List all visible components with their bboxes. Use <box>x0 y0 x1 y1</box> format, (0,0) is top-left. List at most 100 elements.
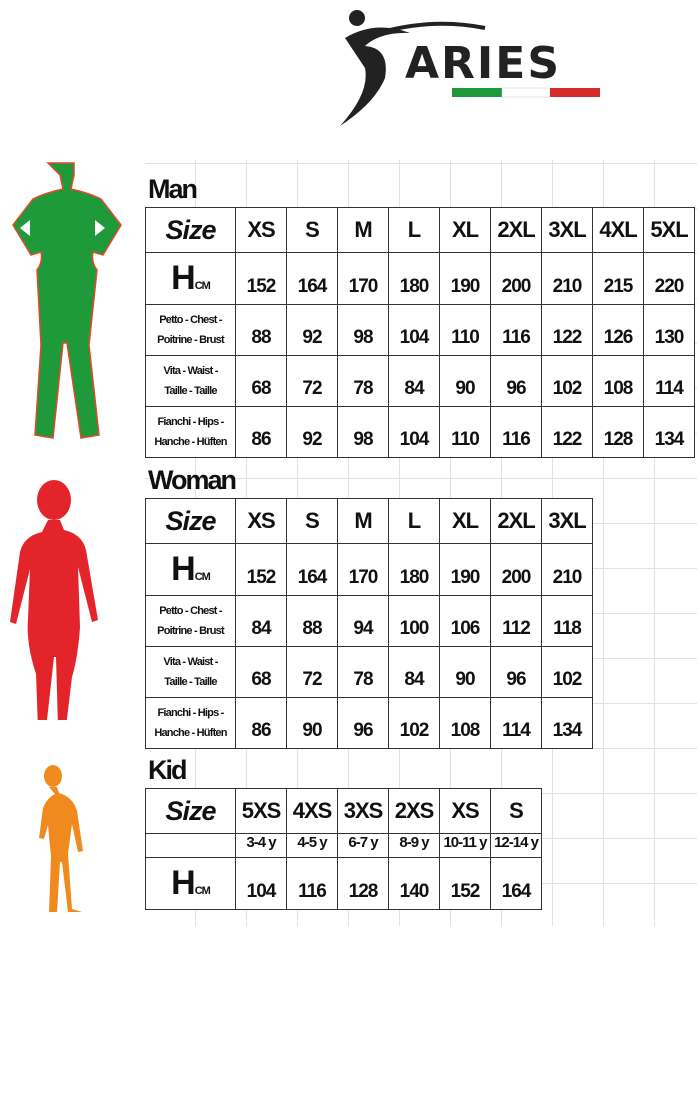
value-cell: 104 <box>235 857 287 910</box>
value-cell: 68 <box>235 646 287 698</box>
value-cell: 128 <box>337 857 389 910</box>
value-cell: 126 <box>592 304 644 356</box>
row-label-line2: Poitrine - Brust <box>157 334 224 346</box>
value-cell: 72 <box>286 646 338 698</box>
row-label: Petto - Chest - Poitrine - Brust <box>145 595 236 647</box>
age-row: 3-4 y 4-5 y 6-7 y 8-9 y 10-11 y 12-14 y <box>145 833 542 858</box>
value-cell: 190 <box>439 543 491 596</box>
size-cell: 2XL <box>490 207 542 253</box>
value-cell: 114 <box>490 697 542 749</box>
value-cell: 180 <box>388 252 440 305</box>
value-cell: 164 <box>490 857 542 910</box>
size-cell: XS <box>439 788 491 834</box>
measure-row: Fianchi - Hips - Hanche - Hüften 86 92 98 104… <box>145 406 695 458</box>
value-cell: 100 <box>388 595 440 647</box>
row-label: HCM <box>145 543 236 596</box>
value-cell: 96 <box>337 697 389 749</box>
size-header-row: Size 5XS 4XS 3XS 2XS XS S <box>145 788 542 834</box>
size-cell: L <box>388 207 440 253</box>
size-cell: 3XL <box>541 498 593 544</box>
woman-figure-icon <box>10 480 98 720</box>
value-cell: 8-9 y <box>388 833 440 858</box>
section-title: Woman <box>148 465 237 495</box>
height-row: HCM 152 164 170 180 190 200 210 215 220 <box>145 252 695 305</box>
row-label: Vita - Waist - Taille - Taille <box>145 646 236 698</box>
value-cell: 134 <box>541 697 593 749</box>
value-cell: 152 <box>439 857 491 910</box>
row-label-line1: Vita - Waist - <box>163 365 218 377</box>
value-cell: 96 <box>490 355 542 407</box>
value-cell: 164 <box>286 543 338 596</box>
value-cell: 90 <box>286 697 338 749</box>
kid-figure-icon <box>39 765 83 912</box>
value-cell: 68 <box>235 355 287 407</box>
value-cell: 78 <box>337 355 389 407</box>
size-cell: XL <box>439 207 491 253</box>
size-cell: 4XL <box>592 207 644 253</box>
size-cell: S <box>490 788 542 834</box>
value-cell: 108 <box>439 697 491 749</box>
value-cell: 134 <box>643 406 695 458</box>
size-cell: XS <box>235 207 287 253</box>
value-cell: 200 <box>490 543 542 596</box>
row-label-line1: Fianchi - Hips - <box>157 416 224 428</box>
value-cell: 84 <box>388 646 440 698</box>
row-label: Vita - Waist - Taille - Taille <box>145 355 236 407</box>
row-label-line1: Petto - Chest - <box>159 314 222 326</box>
row-label-line1: Fianchi - Hips - <box>157 707 224 719</box>
value-cell: 110 <box>439 406 491 458</box>
value-cell: 170 <box>337 252 389 305</box>
value-cell: 116 <box>490 304 542 356</box>
value-cell: 220 <box>643 252 695 305</box>
size-cell: 4XS <box>286 788 338 834</box>
size-cell: M <box>337 498 389 544</box>
size-cell: 5XS <box>235 788 287 834</box>
value-cell: 128 <box>592 406 644 458</box>
row-label: HCM <box>145 857 236 910</box>
woman-size-table: Size XS S M L XL 2XL 3XL HCM 152 164 170 180 190 200 21… <box>145 498 593 749</box>
height-label: H <box>171 550 196 588</box>
value-cell: 92 <box>286 304 338 356</box>
value-cell: 72 <box>286 355 338 407</box>
man-figure-icon <box>12 162 122 439</box>
value-cell: 96 <box>490 646 542 698</box>
value-cell: 86 <box>235 697 287 749</box>
man-size-table: Size XS S M L XL 2XL 3XL 4XL 5XL HCM 152 164 170 180 19… <box>145 207 695 458</box>
value-cell: 190 <box>439 252 491 305</box>
kid-section: Kid Size 5XS 4XS 3XS 2XS XS S 3-4 y 4-5 y 6-7 y 8-9… <box>145 744 542 910</box>
value-cell: 170 <box>337 543 389 596</box>
size-label: Size <box>145 207 236 253</box>
row-label-line2: Poitrine - Brust <box>157 625 224 637</box>
height-label: H <box>171 259 196 297</box>
value-cell: 102 <box>388 697 440 749</box>
value-cell: 88 <box>286 595 338 647</box>
row-label: HCM <box>145 252 236 305</box>
woman-section: Woman Size XS S M L XL 2XL 3XL HCM 152 164 170 180 190… <box>145 454 593 749</box>
value-cell: 12-14 y <box>490 833 542 858</box>
size-cell: 2XL <box>490 498 542 544</box>
size-cell: 3XL <box>541 207 593 253</box>
value-cell: 152 <box>235 252 287 305</box>
value-cell: 122 <box>541 406 593 458</box>
value-cell: 84 <box>235 595 287 647</box>
measure-row: Petto - Chest - Poitrine - Brust 84 88 94 100… <box>145 595 593 647</box>
value-cell: 4-5 y <box>286 833 338 858</box>
row-label: Fianchi - Hips - Hanche - Hüften <box>145 406 236 458</box>
value-cell: 88 <box>235 304 287 356</box>
value-cell: 78 <box>337 646 389 698</box>
value-cell: 86 <box>235 406 287 458</box>
value-cell: 110 <box>439 304 491 356</box>
row-label-line2: Taille - Taille <box>164 676 217 688</box>
value-cell: 118 <box>541 595 593 647</box>
row-label-line1: Vita - Waist - <box>163 656 218 668</box>
value-cell: 215 <box>592 252 644 305</box>
value-cell: 98 <box>337 304 389 356</box>
size-cell: S <box>286 207 338 253</box>
measure-row: Fianchi - Hips - Hanche - Hüften 86 90 96 102… <box>145 697 593 749</box>
value-cell: 84 <box>388 355 440 407</box>
value-cell: 90 <box>439 355 491 407</box>
value-cell: 3-4 y <box>235 833 287 858</box>
aries-logo: ARIES <box>335 8 605 133</box>
section-title: Kid <box>148 755 188 785</box>
